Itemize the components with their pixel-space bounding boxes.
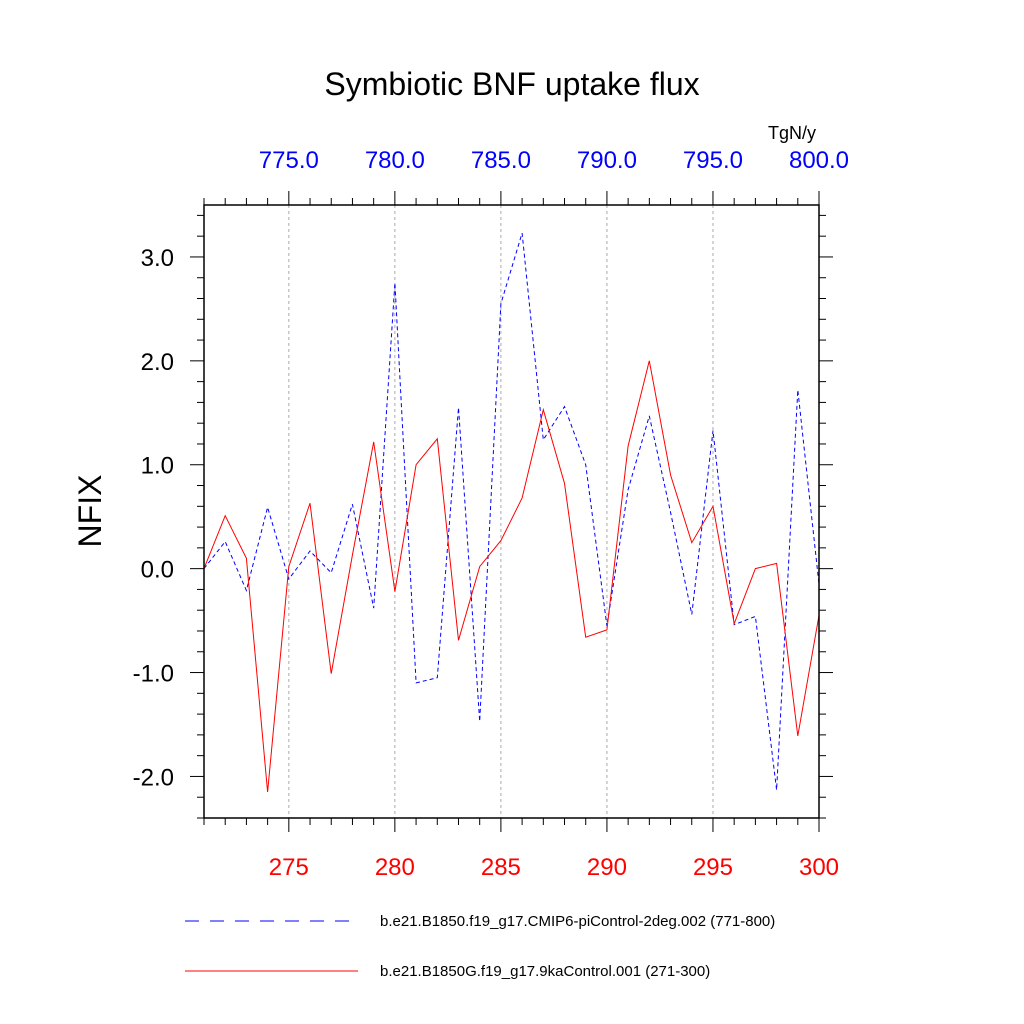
chart-title: Symbiotic BNF uptake flux — [324, 66, 699, 102]
y-tick-label: -2.0 — [133, 764, 174, 791]
series-layer — [203, 232, 820, 793]
bottom-tick-label: 290 — [587, 854, 627, 881]
series-line-9kaControl — [203, 360, 820, 793]
bottom-tick-label: 275 — [269, 854, 309, 881]
axis-ticks — [190, 191, 833, 832]
units-label: TgN/y — [768, 123, 816, 143]
bottom-tick-label: 280 — [375, 854, 415, 881]
bottom-tick-labels: 275 280 285 290 295 300 — [269, 854, 839, 881]
y-tick-labels: -2.0 -1.0 0.0 1.0 2.0 3.0 — [133, 245, 174, 791]
top-tick-label: 790.0 — [577, 147, 637, 174]
top-tick-label: 775.0 — [259, 147, 319, 174]
top-tick-labels: 775.0 780.0 785.0 790.0 795.0 800.0 — [259, 147, 849, 174]
bottom-tick-label: 285 — [481, 854, 521, 881]
y-tick-label: -1.0 — [133, 661, 174, 688]
y-tick-label: 1.0 — [141, 453, 174, 480]
grid-lines — [288, 205, 714, 818]
legend: b.e21.B1850.f19_g17.CMIP6-piControl-2deg… — [185, 913, 775, 980]
bottom-tick-label: 295 — [693, 854, 733, 881]
plot-frame — [203, 204, 820, 819]
legend-label-piControl: b.e21.B1850.f19_g17.CMIP6-piControl-2deg… — [380, 913, 775, 930]
y-tick-label: 2.0 — [141, 349, 174, 376]
y-axis-label: NFIX — [72, 475, 108, 548]
top-tick-label: 785.0 — [471, 147, 531, 174]
bottom-tick-label: 300 — [799, 854, 839, 881]
series-line-piControl — [203, 232, 820, 790]
y-tick-label: 3.0 — [141, 245, 174, 272]
top-tick-label: 800.0 — [789, 147, 849, 174]
y-tick-label: 0.0 — [141, 557, 174, 584]
legend-label-9kaControl: b.e21.B1850G.f19_g17.9kaControl.001 (271… — [380, 963, 710, 980]
top-tick-label: 795.0 — [683, 147, 743, 174]
top-tick-label: 780.0 — [365, 147, 425, 174]
